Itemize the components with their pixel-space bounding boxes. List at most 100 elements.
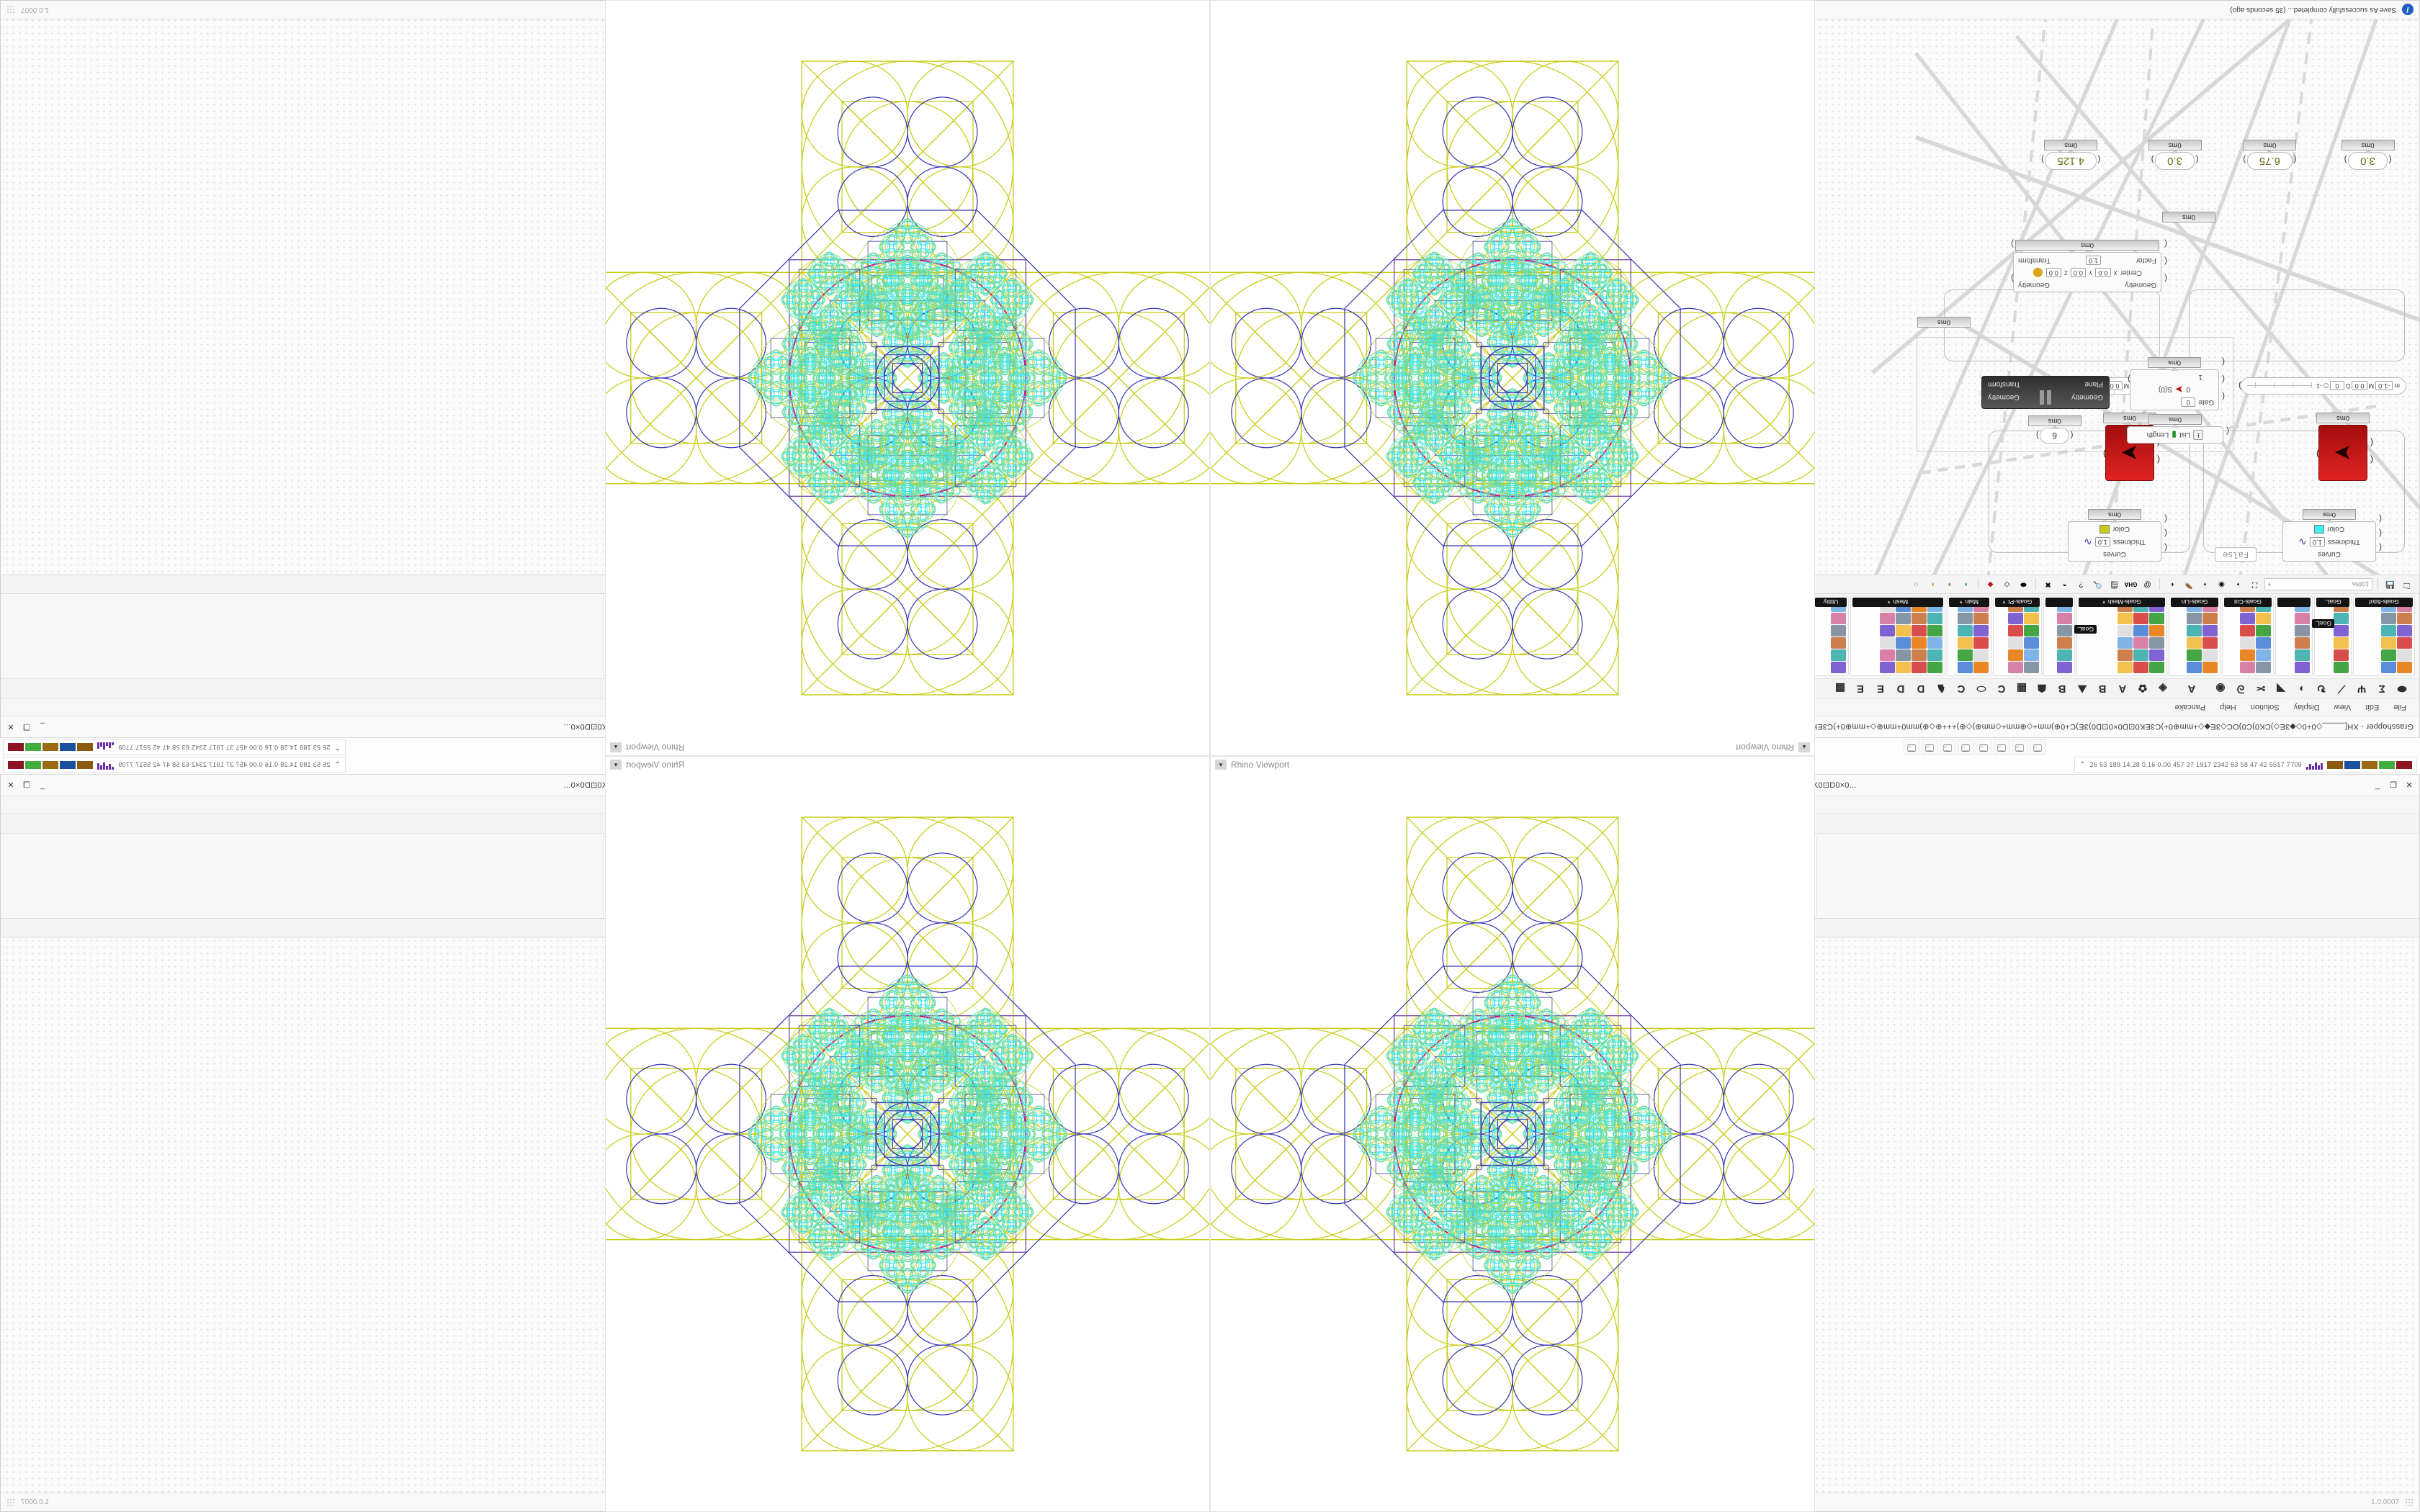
ribbon-group-label[interactable]	[2045, 598, 2073, 607]
ribbon-group-goals-pt[interactable]: Goals-Pt▾	[1993, 595, 2042, 676]
ribbon-group-label[interactable]: Main▾	[1949, 598, 1989, 607]
addon-e-category[interactable]: E	[1877, 683, 1885, 695]
ribbon-group-dropdown-icon[interactable]: ▾	[2002, 599, 2006, 605]
custom-preview-node-2[interactable]: ( ( ( Curves Thickness 1.0 ∿ Color	[2068, 509, 2167, 562]
node-input-port[interactable]: (	[2222, 357, 2225, 367]
node-input-port[interactable]: (	[2164, 543, 2167, 553]
node-output-port[interactable]: )	[2103, 449, 2106, 459]
node-output-port[interactable]: )	[2011, 274, 2014, 284]
node-output-port[interactable]: )	[1979, 389, 1982, 399]
taskbar-app-icon-1[interactable]: 🗔	[2030, 739, 2045, 755]
node-input-port[interactable]: (	[2164, 256, 2167, 266]
addon-bird-category[interactable]: ♞	[1936, 682, 1946, 695]
at-sign-icon[interactable]: @	[2143, 580, 2151, 588]
rhino-viewport-4[interactable]: ▾ Rhino Viewport	[1210, 756, 1815, 1512]
custom-preview-node-1[interactable]: ( ( ( Curves Thickness 1.0 ∿ Color	[2282, 509, 2382, 562]
gate-value[interactable]: 0	[2181, 397, 2196, 407]
addon-orange-category[interactable]: ⬭	[1976, 683, 1986, 695]
profiler-white-icon[interactable]: ◇	[2004, 580, 2010, 588]
ribbon-group-dropdown-icon[interactable]: ▾	[1887, 599, 1891, 605]
node-input-port[interactable]: (	[2097, 155, 2101, 165]
viewport-menu-arrow-2[interactable]: ▴	[1798, 742, 1810, 752]
ribbon-group-label[interactable]	[2277, 598, 2311, 607]
list-length-node[interactable]: ( ) ⭳ List ▮ Length 0ms	[2125, 414, 2229, 444]
minimize-button[interactable]: _	[40, 722, 45, 732]
addon-d-category[interactable]: D	[1917, 683, 1925, 695]
node-output-port[interactable]: )	[2243, 155, 2246, 165]
node-output-port[interactable]: )	[2011, 239, 2014, 249]
rhino-viewport-1[interactable]: Rhino Viewport ▴	[605, 0, 1210, 756]
addon-flower-category[interactable]: ✿	[2138, 682, 2148, 695]
menu-item-view[interactable]: View	[2334, 703, 2352, 712]
tray-expand-icon[interactable]: ⌃	[2079, 760, 2086, 769]
color-swatch[interactable]	[2314, 525, 2325, 534]
color-swatch[interactable]	[2099, 525, 2110, 534]
node-input-port[interactable]: (	[2164, 274, 2167, 284]
ribbon-group-dropdown-icon[interactable]: ▾	[1960, 599, 1963, 605]
node-input-port[interactable]: (	[2164, 239, 2167, 249]
thickness-value[interactable]: 1.0	[2309, 537, 2325, 546]
menu-item-display[interactable]: Display	[2293, 703, 2320, 712]
node-output-port[interactable]: )	[2151, 155, 2154, 165]
slider-track[interactable]	[2247, 382, 2312, 390]
center-z-value[interactable]: 0.0	[2045, 268, 2061, 278]
sets-category[interactable]: Ψ	[2357, 683, 2367, 695]
center-x-value[interactable]: 0.0	[2095, 268, 2111, 278]
preview-toggle-icon[interactable]: ◉	[2218, 580, 2225, 588]
open-file-button[interactable]: 🗀	[2403, 581, 2411, 589]
addon-b-category[interactable]: B	[2098, 683, 2107, 695]
menu-item-solution[interactable]: Solution	[2250, 703, 2280, 712]
minimize-button[interactable]: _	[2375, 780, 2380, 790]
gha-assemblies-icon[interactable]: GHA	[2124, 581, 2138, 588]
menu-item-edit[interactable]: Edit	[2365, 703, 2380, 712]
ribbon-group-6[interactable]	[2043, 595, 2075, 676]
help-icon[interactable]: ?	[2079, 580, 2084, 588]
zoom-extents-icon[interactable]: ⛶	[2252, 580, 2257, 588]
balloon-icon[interactable]: ◓	[2062, 580, 2067, 588]
node-output-port[interactable]: )	[2238, 381, 2241, 391]
ribbon-group-dropdown-icon[interactable]: ▾	[2102, 599, 2105, 605]
curve-category[interactable]: ↻	[2316, 682, 2326, 695]
viewport-menu-arrow-4[interactable]: ▾	[1215, 760, 1227, 770]
taskbar-app-icon-6[interactable]: 🗔	[1940, 739, 1955, 755]
menu-item-file[interactable]: File	[2393, 703, 2406, 712]
node-input-port[interactable]: (	[2388, 155, 2392, 165]
ribbon-group-main[interactable]: Main▾	[1947, 595, 1991, 676]
ribbon-group-goals-6dof[interactable]: Goals-6dof	[2353, 595, 2415, 676]
ribbon-group-2[interactable]	[2275, 595, 2313, 676]
addon-e2-category[interactable]: E	[1857, 683, 1865, 695]
kangaroo-solver-node-1[interactable]: ( ( ) ➤ 0ms	[2316, 413, 2373, 481]
addon-grid-category[interactable]: ▦	[2016, 682, 2027, 695]
zoom-level-select[interactable]: 100%	[2264, 578, 2372, 590]
close-button[interactable]: ✕	[7, 781, 14, 790]
boolean-toggle-node[interactable]: False	[2214, 547, 2257, 562]
node-output-port[interactable]: )	[1979, 372, 1982, 382]
close-button[interactable]: ✕	[2406, 781, 2413, 790]
definition-canvas[interactable]: ( ( ( Curves Thickness 1.0 ∿ Color	[1211, 19, 2419, 575]
slider-knob[interactable]	[2323, 383, 2329, 389]
save-file-button[interactable]: 💾	[2385, 580, 2395, 588]
cross-wires-icon[interactable]: ✖	[2045, 580, 2051, 588]
tray-expand-icon[interactable]: ⌃	[334, 743, 341, 752]
node-input-port[interactable]: (	[2226, 426, 2229, 436]
taskbar-app-icon-2[interactable]: 🗔	[2012, 739, 2027, 755]
resize-grip-icon[interactable]	[2405, 1498, 2414, 1507]
ribbon-group-label[interactable]: Goals-Pt▾	[1995, 598, 2040, 607]
maximize-button[interactable]: ❐	[23, 722, 30, 731]
ribbon-group-label[interactable]: Mesh▾	[1852, 598, 1943, 607]
tray-expand-icon[interactable]: ⌃	[334, 760, 341, 769]
ribbon-group-mesh[interactable]: Mesh▾	[1850, 595, 1945, 676]
factor-value[interactable]: 1.0	[2085, 256, 2102, 265]
resize-grip-icon[interactable]	[6, 5, 15, 14]
ribbon-group-goal-[interactable]: GoaL.	[2314, 595, 2352, 676]
stream-gate-node[interactable]: ( ( ( ) Gate 0 0 ➤ S(0)	[2128, 357, 2225, 410]
slider-min-value[interactable]: -1.0	[2375, 381, 2393, 391]
node-input-port[interactable]: (	[2222, 374, 2225, 384]
ribbon-group-goals-lin[interactable]: Goals-Lin	[2169, 595, 2220, 676]
preview-quality-icon[interactable]: 🪶	[2184, 580, 2193, 588]
display-category[interactable]: ◉	[2215, 682, 2226, 695]
taskbar-app-icon-8[interactable]: 🗔	[1904, 739, 1919, 755]
node-output-port[interactable]: )	[2344, 155, 2347, 165]
ribbon-group-label[interactable]: Utility	[1815, 598, 1847, 607]
node-input-port[interactable]: (	[2070, 431, 2074, 441]
